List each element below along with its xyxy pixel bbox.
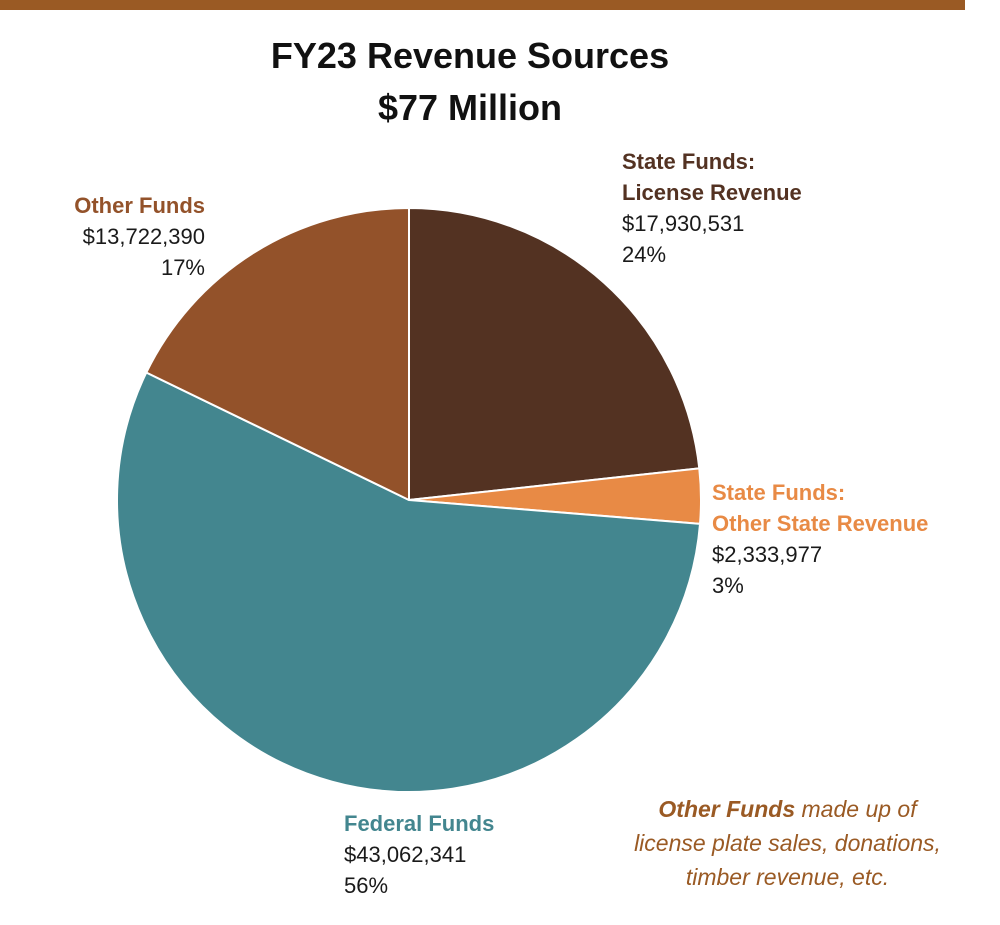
slice-percent-other-funds: 17% <box>160 255 205 280</box>
slice-label-federal-line1: Federal Funds <box>344 811 495 836</box>
note-line3: timber revenue, etc. <box>685 864 890 890</box>
slice-amount-state-other: $2,333,977 <box>712 542 823 567</box>
slice-amount-federal: $43,062,341 <box>344 842 467 867</box>
slice-amount-state-license: $17,930,531 <box>622 211 745 236</box>
slice-label-state-license-line1: State Funds: <box>622 149 756 174</box>
slice-label-federal: Federal Funds $43,062,341 56% <box>344 808 494 901</box>
chart-title: FY23 Revenue Sources <box>270 35 670 76</box>
slice-percent-state-other: 3% <box>712 573 744 598</box>
chart-subtitle: $77 Million <box>377 87 563 128</box>
chart-title-block: FY23 Revenue Sources $77 Million <box>0 30 940 134</box>
slice-label-other-funds-line1: Other Funds <box>74 193 205 218</box>
slice-label-state-other: State Funds: Other State Revenue $2,333,… <box>712 477 928 601</box>
slice-percent-state-license: 24% <box>622 242 667 267</box>
note-rest-line1: made up of <box>795 796 917 822</box>
note-bold-part: Other Funds <box>658 796 796 822</box>
pie-slice-state-license <box>408 207 701 501</box>
slice-amount-other-funds: $13,722,390 <box>82 224 205 249</box>
pie-slices <box>116 207 702 793</box>
slice-label-state-other-line1: State Funds: <box>712 480 846 505</box>
slice-percent-federal: 56% <box>344 873 389 898</box>
other-funds-note: Other Funds made up of license plate sal… <box>600 792 975 894</box>
slice-label-state-license-line2: License Revenue <box>622 180 802 205</box>
note-line2: license plate sales, donations, <box>634 830 941 856</box>
top-accent-bar <box>0 0 965 10</box>
pie-slice-other-funds <box>145 207 410 501</box>
slice-label-state-license: State Funds: License Revenue $17,930,531… <box>622 146 802 270</box>
pie-slice-federal <box>116 371 702 793</box>
slice-label-other-funds: Other Funds $13,722,390 17% <box>55 190 205 283</box>
note-line1: Other Funds made up of <box>600 792 975 826</box>
slice-label-state-other-line2: Other State Revenue <box>712 511 929 536</box>
